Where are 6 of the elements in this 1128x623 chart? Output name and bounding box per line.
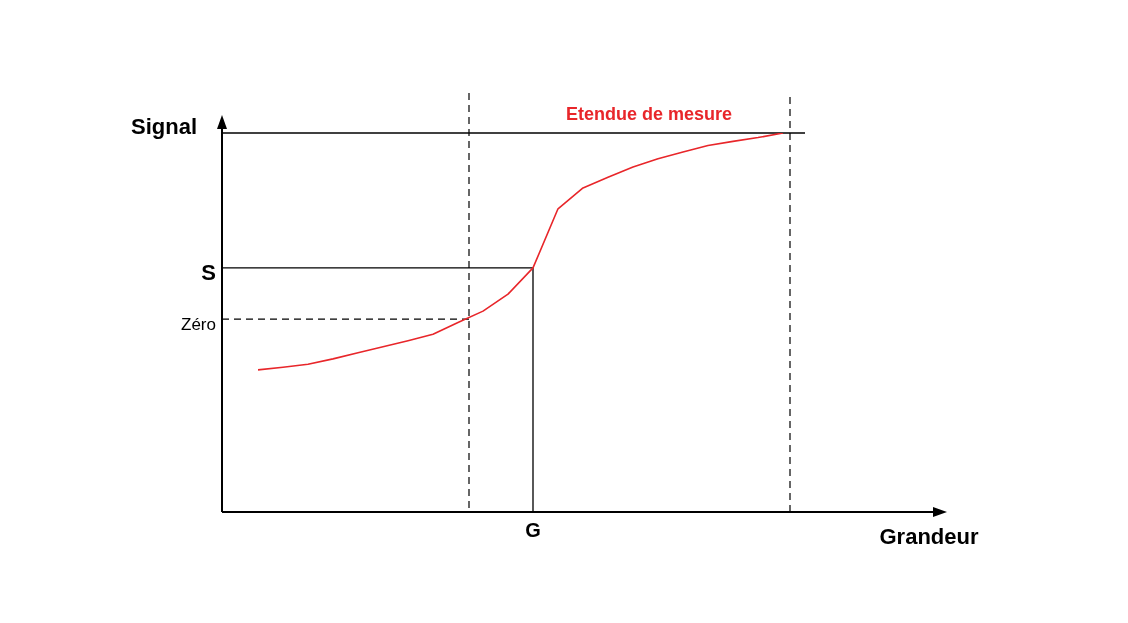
text: G	[525, 518, 541, 541]
x-axis-title: Grandeur	[879, 524, 979, 550]
ref-line-label: Zéro	[181, 314, 216, 334]
y-axis-title: Signal	[130, 114, 197, 140]
text: Etendue de mesure	[565, 103, 733, 124]
ref-line-label: S	[201, 259, 216, 285]
